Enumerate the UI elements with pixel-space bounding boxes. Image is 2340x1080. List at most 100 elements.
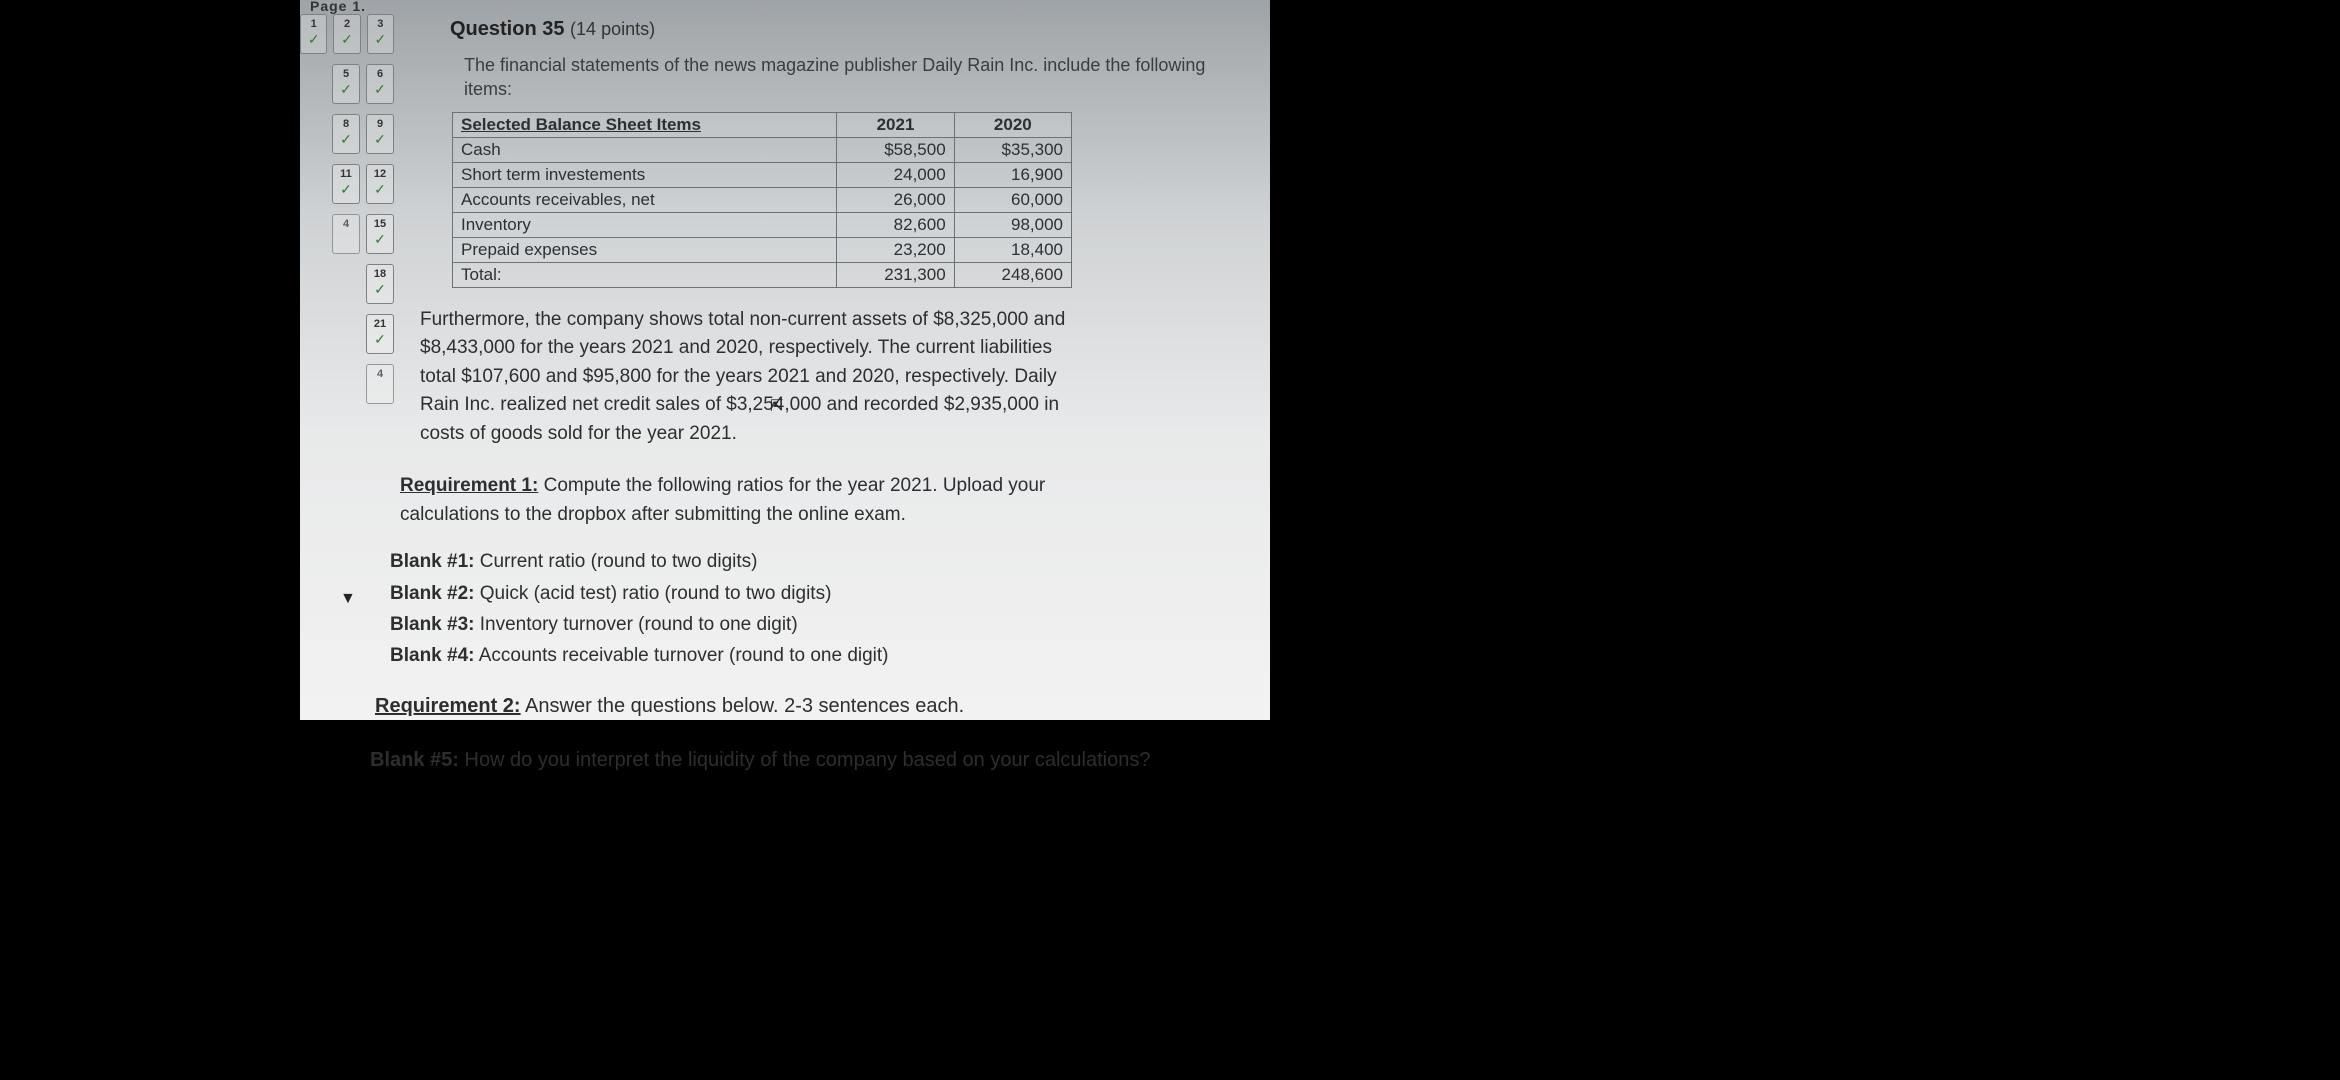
row-val-2021: 23,200	[837, 237, 954, 262]
blank-text: Inventory turnover (round to one digit)	[474, 614, 797, 635]
nav-cell-number: 6	[377, 67, 383, 81]
nav-cell-1[interactable]: 1✓	[300, 14, 327, 54]
nav-cell-number: 5	[343, 67, 349, 81]
nav-row: 5✓6✓	[300, 64, 400, 104]
nav-cell-number: 12	[374, 167, 386, 181]
nav-cell-number: 3	[377, 17, 383, 31]
question-title: Question 35 (14 points)	[450, 18, 1250, 41]
nav-cell-number: 4	[377, 367, 383, 381]
row-label: Prepaid expenses	[453, 237, 837, 262]
table-header-row: Selected Balance Sheet Items 2021 2020	[453, 112, 1072, 137]
row-val-2020: 60,000	[954, 187, 1071, 212]
table-row: Short term investements24,00016,900	[453, 162, 1072, 187]
blank-label: Blank #2:	[390, 583, 474, 604]
nav-row: 8✓9✓	[300, 114, 400, 154]
nav-cell-12[interactable]: 12✓	[366, 164, 394, 204]
table-row: Prepaid expenses23,20018,400	[453, 237, 1072, 262]
check-icon: ✓	[340, 131, 352, 147]
question-intro: The financial statements of the news mag…	[464, 53, 1250, 102]
check-icon: ✓	[341, 31, 353, 47]
nav-row: 21✓	[300, 314, 400, 354]
check-icon: ✓	[374, 331, 386, 347]
nav-cell-2[interactable]: 2✓	[333, 14, 360, 54]
check-icon: ✓	[374, 131, 386, 147]
nav-cell-9[interactable]: 9✓	[366, 114, 394, 154]
question-content: Question 35 (14 points) The financial st…	[450, 18, 1250, 700]
nav-cell-4[interactable]: 4	[366, 364, 394, 404]
question-nav-grid: 1✓2✓3✓5✓6✓8✓9✓11✓12✓415✓18✓21✓4	[300, 14, 400, 414]
table-body: Cash$58,500$35,300Short term investement…	[453, 137, 1072, 287]
nav-cell-8[interactable]: 8✓	[332, 114, 360, 154]
balance-sheet-table: Selected Balance Sheet Items 2021 2020 C…	[452, 112, 1072, 288]
nav-cell-5[interactable]: 5✓	[332, 64, 360, 104]
check-icon: ✓	[374, 81, 386, 97]
nav-cell-number: 18	[374, 267, 386, 281]
nav-cell-number: 21	[374, 317, 386, 331]
blank-label: Blank #1:	[390, 551, 474, 572]
question-points: (14 points)	[570, 19, 655, 39]
check-icon: ✓	[340, 81, 352, 97]
blank-text: Quick (acid test) ratio (round to two di…	[474, 583, 831, 604]
blank-label: Blank #4:	[390, 645, 474, 666]
table-row: Inventory82,60098,000	[453, 212, 1072, 237]
table-row: Accounts receivables, net26,00060,000	[453, 187, 1072, 212]
nav-cell-4[interactable]: 4	[332, 214, 360, 254]
row-val-2020: 98,000	[954, 212, 1071, 237]
blank-text: Accounts receivable turnover (round to o…	[474, 645, 888, 666]
chevron-down-icon[interactable]: ▼	[340, 590, 356, 608]
check-icon: ✓	[308, 31, 320, 47]
row-val-2020: 248,600	[954, 262, 1071, 287]
nav-cell-6[interactable]: 6✓	[366, 64, 394, 104]
row-val-2021: 231,300	[837, 262, 954, 287]
table-header-items: Selected Balance Sheet Items	[453, 112, 837, 137]
cursor-icon: ⇱	[770, 396, 783, 416]
nav-cell-number: 2	[344, 17, 350, 31]
nav-cell-18[interactable]: 18✓	[366, 264, 394, 304]
row-val-2021: $58,500	[837, 137, 954, 162]
blank-5: Blank #5: How do you interpret the liqui…	[370, 746, 1250, 775]
row-label: Short term investements	[453, 162, 837, 187]
check-icon: ✓	[340, 181, 352, 197]
table-row: Total:231,300248,600	[453, 262, 1072, 287]
blanks-list: Blank #1: Current ratio (round to two di…	[390, 547, 1250, 671]
nav-cell-21[interactable]: 21✓	[366, 314, 394, 354]
nav-cell-number: 4	[343, 217, 349, 231]
blank-2: Blank #2: Quick (acid test) ratio (round…	[390, 579, 1250, 608]
question-number: Question 35	[450, 18, 564, 40]
row-val-2021: 26,000	[837, 187, 954, 212]
narrative-paragraph: Furthermore, the company shows total non…	[420, 306, 1080, 449]
blank-5-text: How do you interpret the liquidity of th…	[459, 749, 1151, 771]
nav-cell-3[interactable]: 3✓	[367, 14, 394, 54]
nav-row: 1✓2✓3✓	[300, 14, 400, 54]
nav-cell-number: 11	[340, 167, 352, 181]
check-icon: ✓	[374, 31, 386, 47]
check-icon: ✓	[374, 181, 386, 197]
nav-cell-number: 1	[311, 17, 317, 31]
requirement-1: Requirement 1: Compute the following rat…	[400, 472, 1060, 529]
row-label: Accounts receivables, net	[453, 187, 837, 212]
nav-cell-15[interactable]: 15✓	[366, 214, 394, 254]
table-row: Cash$58,500$35,300	[453, 137, 1072, 162]
exam-viewport: Page 1. 1✓2✓3✓5✓6✓8✓9✓11✓12✓415✓18✓21✓4 …	[300, 0, 1270, 720]
check-icon: ✓	[374, 281, 386, 297]
requirement-1-label: Requirement 1:	[400, 475, 538, 496]
nav-cell-11[interactable]: 11✓	[332, 164, 360, 204]
blank-3: Blank #3: Inventory turnover (round to o…	[390, 610, 1250, 639]
requirement-2-text: Answer the questions below. 2-3 sentence…	[521, 695, 965, 717]
table-header-2020: 2020	[954, 112, 1071, 137]
row-val-2020: 16,900	[954, 162, 1071, 187]
requirement-2: Requirement 2: Answer the questions belo…	[375, 695, 1250, 718]
blank-label: Blank #3:	[390, 614, 474, 635]
check-icon: ✓	[374, 231, 386, 247]
row-label: Cash	[453, 137, 837, 162]
table-header-2021: 2021	[837, 112, 954, 137]
blank-4: Blank #4: Accounts receivable turnover (…	[390, 641, 1250, 670]
nav-row: 4 15✓	[300, 214, 400, 254]
nav-cell-number: 9	[377, 117, 383, 131]
row-val-2020: $35,300	[954, 137, 1071, 162]
nav-cell-number: 15	[374, 217, 386, 231]
nav-cell-number: 8	[343, 117, 349, 131]
row-label: Total:	[453, 262, 837, 287]
blank-5-label: Blank #5:	[370, 749, 459, 771]
nav-row: 11✓12✓	[300, 164, 400, 204]
